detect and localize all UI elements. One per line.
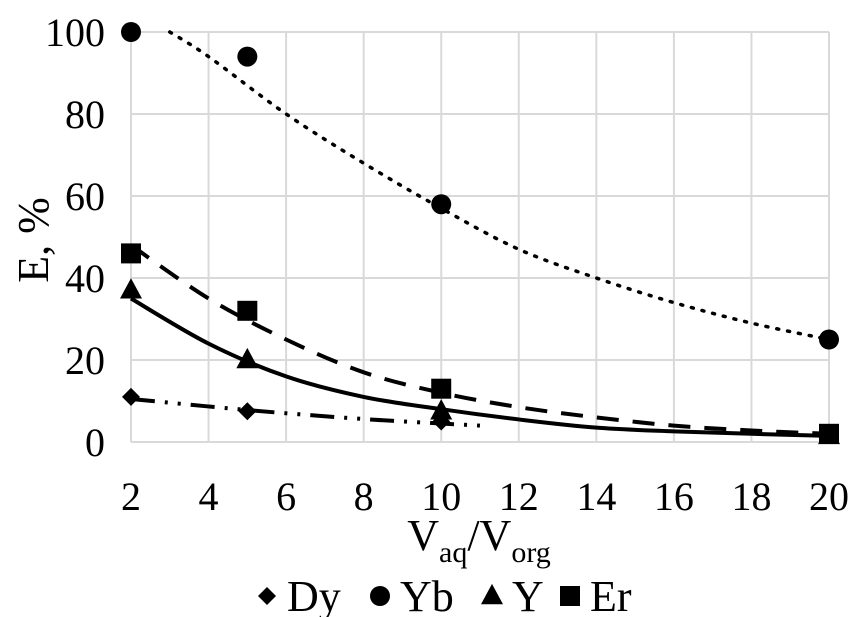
y-axis-title: E, % xyxy=(9,197,58,283)
trendline-y xyxy=(129,296,830,438)
point-yb xyxy=(237,46,258,67)
legend-label-y: Y xyxy=(512,572,544,617)
x-axis-title: Vaq/Vorg xyxy=(407,511,551,569)
y-tick-label: 20 xyxy=(65,338,105,383)
point-yb xyxy=(819,329,839,350)
x-axis-title-slash-v: /V xyxy=(467,511,511,560)
grid xyxy=(130,31,830,443)
point-yb xyxy=(431,194,452,215)
legend-marker-er xyxy=(560,586,580,606)
point-er xyxy=(237,300,258,321)
x-tick-label: 18 xyxy=(731,474,771,519)
x-axis-title-sub-org: org xyxy=(511,536,550,569)
x-axis-title-sub-aq: aq xyxy=(439,536,467,569)
legend-marker-y xyxy=(481,583,503,605)
trendline-er xyxy=(129,243,830,436)
point-dy xyxy=(238,402,257,421)
trendline-yb xyxy=(168,30,831,342)
y-tick-label: 100 xyxy=(45,10,105,55)
point-er xyxy=(819,423,839,444)
legend: Dy Yb Y Er xyxy=(258,572,632,617)
x-axis-title-v: V xyxy=(407,511,439,560)
point-dy xyxy=(122,387,140,406)
point-er xyxy=(121,243,141,264)
x-tick-label: 6 xyxy=(276,474,296,519)
y-tick-label: 0 xyxy=(85,420,105,465)
x-tick-label: 12 xyxy=(499,474,539,519)
trendline-dy xyxy=(130,396,481,428)
x-tick-label: 2 xyxy=(121,474,141,519)
y-tick-labels: 0 20 40 60 80 100 xyxy=(45,10,105,465)
legend-marker-dy xyxy=(258,587,276,605)
x-tick-label: 8 xyxy=(354,474,374,519)
legend-label-yb: Yb xyxy=(400,572,454,617)
x-tick-label: 14 xyxy=(576,474,616,519)
legend-label-dy: Dy xyxy=(287,572,341,617)
point-y xyxy=(120,278,142,299)
point-y xyxy=(236,347,259,369)
point-yb xyxy=(121,22,141,42)
legend-marker-yb xyxy=(370,586,390,606)
data-markers xyxy=(120,22,840,445)
point-er xyxy=(431,378,452,399)
x-tick-label: 4 xyxy=(199,474,219,519)
y-tick-label: 60 xyxy=(65,174,105,219)
point-y xyxy=(430,399,453,420)
legend-label-er: Er xyxy=(590,572,632,617)
x-tick-label: 10 xyxy=(421,474,461,519)
x-tick-label: 20 xyxy=(809,474,849,519)
x-tick-labels: 2 4 6 8 10 12 14 16 18 20 xyxy=(121,474,849,519)
trendlines xyxy=(129,30,831,438)
y-tick-label: 80 xyxy=(65,92,105,137)
x-tick-label: 16 xyxy=(654,474,694,519)
y-tick-label: 40 xyxy=(65,256,105,301)
